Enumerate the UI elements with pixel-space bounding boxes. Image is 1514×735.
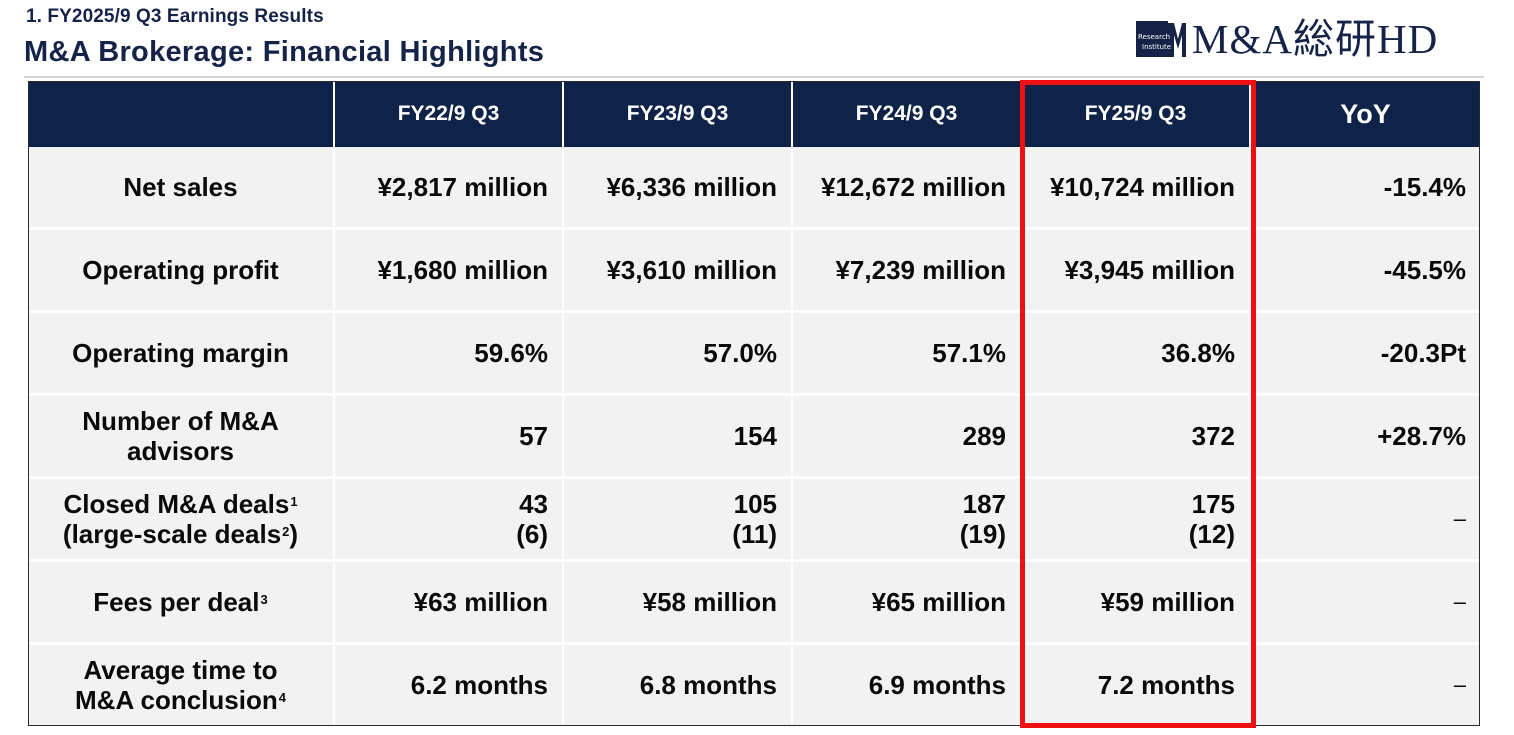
row-label-close: ) [289, 519, 299, 549]
cell-value: ¥10,724 million [1021, 147, 1251, 230]
table-header-row: FY22/9 Q3 FY23/9 Q3 FY24/9 Q3 FY25/9 Q3 … [28, 81, 1480, 147]
cell-sub: (11) [732, 519, 777, 549]
cell-value: ¥1,680 million [334, 228, 564, 313]
footnote-ref: 2 [282, 524, 290, 539]
cell-value: ¥12,672 million [792, 147, 1022, 230]
cell-yoy: – [1250, 560, 1480, 645]
row-label: Number of M&A advisors [28, 394, 335, 479]
col-header: FY24/9 Q3 [792, 81, 1022, 147]
col-header: FY22/9 Q3 [334, 81, 564, 147]
row-label: Net sales [28, 147, 335, 230]
financial-highlights-table: FY22/9 Q3 FY23/9 Q3 FY24/9 Q3 FY25/9 Q3 … [28, 81, 1480, 725]
row-label: Operating profit [28, 228, 335, 313]
row-label-line2: (large-scale deals [62, 519, 282, 549]
company-logo: Research Institute M&A総研HD [1136, 18, 1438, 60]
cell-sub: (12) [1188, 519, 1235, 549]
cell-value: 43 (6) [334, 477, 564, 562]
cell-main: 187 [962, 489, 1006, 519]
row-label: Average time to M&A conclusion4 [28, 643, 335, 725]
table-row: Fees per deal3 ¥63 million ¥58 million ¥… [28, 560, 1480, 645]
logo-mark-line2: Institute [1142, 43, 1171, 51]
cell-yoy: – [1250, 643, 1480, 725]
page-title: M&A Brokerage: Financial Highlights [24, 36, 545, 68]
row-label: Closed M&A deals1 (large-scale deals2) [28, 477, 335, 562]
cell-value: 57.0% [563, 311, 793, 396]
header-divider [24, 76, 1484, 78]
cell-yoy: – [1250, 477, 1480, 562]
table-row: Number of M&A advisors 57 154 289 372 +2… [28, 394, 1480, 479]
cell-value: ¥2,817 million [334, 147, 564, 230]
cell-value: ¥7,239 million [792, 228, 1022, 313]
row-label: Operating margin [28, 311, 335, 396]
logo-mark-line1: Research [1138, 33, 1170, 41]
cell-value: ¥58 million [563, 560, 793, 645]
cell-main: 43 [519, 489, 548, 519]
row-label: Fees per deal3 [28, 560, 335, 645]
cell-value: ¥59 million [1021, 560, 1251, 645]
cell-value: 7.2 months [1021, 643, 1251, 725]
cell-value: 57.1% [792, 311, 1022, 396]
row-label-line1: Average time to [83, 655, 278, 685]
row-label-line1: Number of M&A [82, 406, 279, 436]
cell-yoy: -45.5% [1250, 228, 1480, 313]
cell-value: 187 (19) [792, 477, 1022, 562]
cell-sub: (19) [959, 519, 1006, 549]
row-label-line2: M&A conclusion [75, 685, 278, 715]
col-header-yoy: YoY [1250, 81, 1480, 147]
cell-yoy: -20.3Pt [1250, 311, 1480, 396]
cell-sub: (6) [516, 519, 548, 549]
cell-value: 36.8% [1021, 311, 1251, 396]
cell-value: 105 (11) [563, 477, 793, 562]
cell-value: ¥63 million [334, 560, 564, 645]
cell-value: 175 (12) [1021, 477, 1251, 562]
row-label-line2: advisors [127, 436, 234, 466]
cell-value: 372 [1021, 394, 1251, 479]
cell-value: 289 [792, 394, 1022, 479]
cell-main: 105 [733, 489, 777, 519]
footnote-ref: 3 [260, 592, 268, 607]
cell-value: ¥6,336 million [563, 147, 793, 230]
logo-mark-icon: Research Institute [1136, 21, 1186, 57]
cell-main: 175 [1191, 489, 1235, 519]
header-blank [28, 81, 335, 147]
cell-value: 57 [334, 394, 564, 479]
cell-value: 6.9 months [792, 643, 1022, 725]
table-row: Operating margin 59.6% 57.0% 57.1% 36.8%… [28, 311, 1480, 396]
cell-yoy: +28.7% [1250, 394, 1480, 479]
table-row: Average time to M&A conclusion4 6.2 mont… [28, 643, 1480, 725]
cell-value: 59.6% [334, 311, 564, 396]
section-label: 1. FY2025/9 Q3 Earnings Results [26, 6, 324, 27]
cell-value: ¥3,945 million [1021, 228, 1251, 313]
col-header: FY25/9 Q3 [1021, 81, 1251, 147]
cell-value: 154 [563, 394, 793, 479]
col-header: FY23/9 Q3 [563, 81, 793, 147]
cell-value: ¥3,610 million [563, 228, 793, 313]
logo-text: M&A総研HD [1192, 16, 1439, 62]
footnote-ref: 1 [290, 494, 298, 509]
row-label-line1: Closed M&A deals [63, 489, 290, 519]
cell-value: 6.2 months [334, 643, 564, 725]
table-row: Net sales ¥2,817 million ¥6,336 million … [28, 147, 1480, 230]
row-label-text: Fees per deal [93, 587, 260, 617]
footnote-ref: 4 [278, 690, 286, 705]
table-row: Operating profit ¥1,680 million ¥3,610 m… [28, 228, 1480, 313]
table-row: Closed M&A deals1 (large-scale deals2) 4… [28, 477, 1480, 562]
cell-value: 6.8 months [563, 643, 793, 725]
cell-yoy: -15.4% [1250, 147, 1480, 230]
cell-value: ¥65 million [792, 560, 1022, 645]
